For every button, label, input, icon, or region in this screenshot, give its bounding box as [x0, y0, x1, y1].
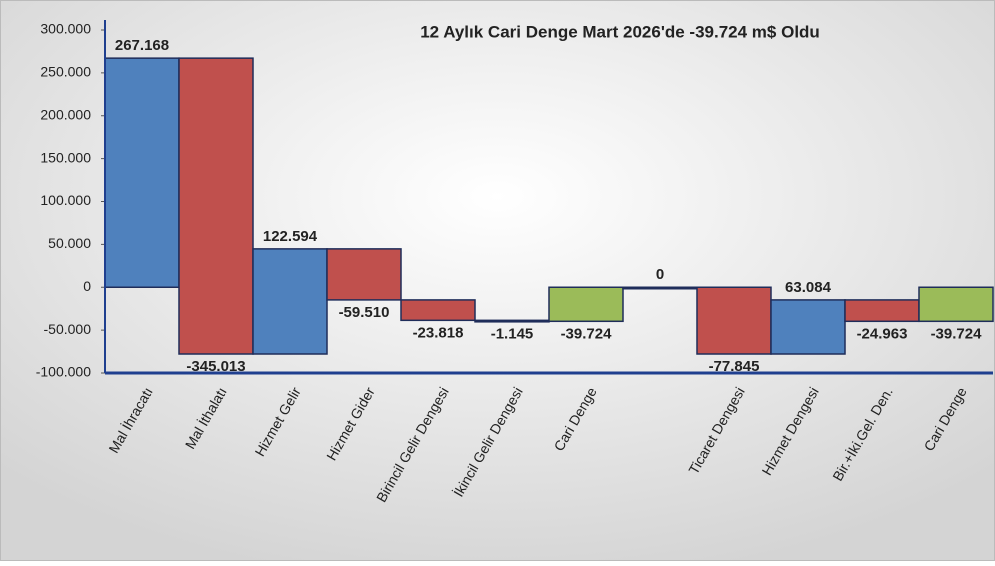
bar	[326, 248, 402, 301]
data-label: -1.145	[491, 325, 534, 342]
data-label: 0	[656, 266, 664, 283]
bar	[104, 57, 180, 288]
data-label: 63.084	[785, 279, 832, 296]
chart-title: 12 Aylık Cari Denge Mart 2026'de -39.724…	[420, 22, 820, 41]
data-label: -59.510	[339, 304, 390, 321]
bar	[622, 286, 698, 290]
data-label: -23.818	[413, 324, 464, 341]
y-tick-label: -100.000	[36, 364, 91, 380]
y-tick-label: 50.000	[48, 235, 91, 251]
data-label: -345.013	[186, 358, 245, 375]
bar	[400, 299, 476, 322]
bar	[252, 248, 328, 355]
y-tick-label: 150.000	[40, 149, 91, 165]
bar	[474, 319, 550, 323]
bar	[178, 57, 254, 355]
bar	[770, 299, 846, 355]
y-tick-label: -50.000	[44, 321, 92, 337]
data-label: -39.724	[931, 325, 983, 342]
y-tick-label: 250.000	[40, 64, 91, 80]
bar	[548, 286, 624, 323]
y-tick-label: 0	[83, 278, 91, 294]
bar	[918, 286, 994, 323]
y-tick-label: 200.000	[40, 106, 91, 122]
data-label: -39.724	[561, 325, 613, 342]
y-tick-label: 100.000	[40, 192, 91, 208]
y-tick-label: 300.000	[40, 21, 91, 37]
data-label: -77.845	[709, 358, 760, 375]
data-label: 122.594	[263, 228, 318, 245]
data-label: -24.963	[857, 325, 908, 342]
data-label: 267.168	[115, 37, 169, 54]
bar	[844, 299, 920, 323]
bar	[696, 286, 772, 355]
